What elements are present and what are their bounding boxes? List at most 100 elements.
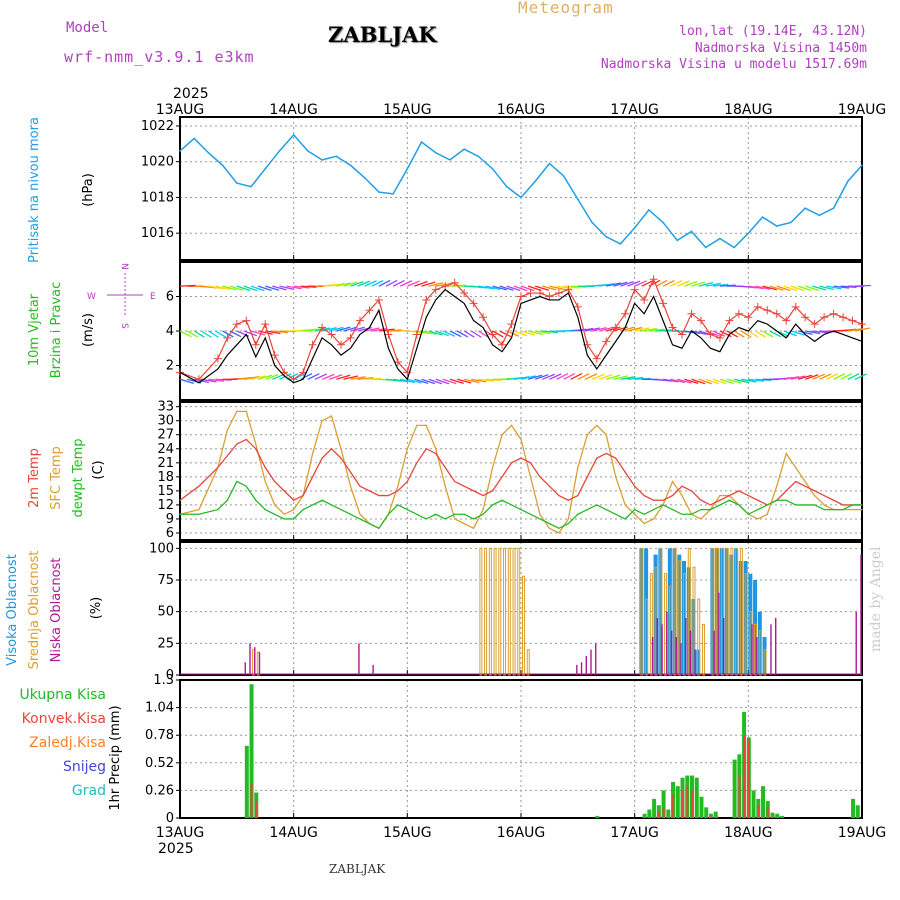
sfc-temp-point [463, 523, 465, 525]
wind-arrow [499, 285, 514, 291]
dewpt-point [548, 523, 551, 525]
wind-arrow [840, 372, 853, 380]
mid-cloud-bar [526, 649, 530, 676]
mid-cloud-bar [758, 630, 762, 676]
conv-rain-bar [757, 805, 760, 818]
temp2m-point [596, 457, 598, 459]
pressure-point [278, 150, 281, 152]
dewpt-point [653, 508, 655, 511]
wind-arrow [350, 326, 365, 332]
wind-arrow [307, 327, 324, 332]
dewpt-point [501, 499, 503, 501]
footer-station: ZABLJAK [329, 862, 386, 876]
wind-arrow [250, 375, 266, 380]
wind-arrow [783, 285, 798, 292]
wind-arrow [307, 373, 320, 380]
wind-arrow [684, 378, 699, 385]
pressure-units: (hPa) [81, 173, 96, 207]
sfc-temp-point [245, 410, 247, 412]
wind-arrow [691, 330, 707, 335]
temp2m-point [302, 494, 304, 497]
ytick-label-temp: 15 [157, 484, 174, 499]
cloud-ylabel-2: Srednja Oblacnost [27, 551, 42, 670]
sfc-temp-point [198, 508, 200, 511]
mid-cloud-bar [517, 547, 521, 676]
wind-arrow [705, 330, 719, 337]
dewpt-point [274, 513, 276, 515]
wind-arrow [826, 285, 842, 290]
wind-arrow [819, 285, 835, 291]
wind-arrow [421, 330, 437, 335]
wind-arrow [641, 279, 654, 287]
sfc-temp-point [823, 504, 825, 506]
temp2m-point [217, 466, 219, 469]
sfc-temp-point [416, 424, 418, 426]
temp2m-point [397, 490, 399, 492]
mid-cloud-bar [645, 598, 649, 676]
wind-arrow [208, 330, 219, 338]
temp2m-point [283, 490, 285, 492]
temp2m-point [671, 494, 674, 497]
sfc-temp-point [558, 532, 560, 534]
wind-gust-marker [289, 375, 298, 384]
ytick-label-wind: 4 [166, 324, 174, 339]
wind-arrow [470, 330, 482, 338]
sfc-temp-point [340, 448, 342, 450]
wind-arrow [243, 376, 260, 380]
low-cloud-bar [249, 643, 251, 675]
wind-arrow [684, 330, 700, 335]
sfc-temp-point [814, 494, 816, 497]
dewpt-point [463, 513, 465, 515]
dewpt-point [842, 508, 844, 511]
ytick-label-temp: 6 [166, 526, 174, 541]
mid-cloud-bar [692, 566, 696, 676]
pressure-point [193, 137, 196, 140]
station-title: ZABLJAK [328, 22, 437, 47]
wind-arrow [854, 327, 870, 332]
wind-arrow [179, 330, 192, 338]
wind-gust-marker [753, 302, 762, 311]
wind-arrow [513, 376, 530, 380]
compass-n: N [119, 263, 129, 270]
wind-gust-marker [355, 316, 364, 325]
wind-arrow [393, 378, 409, 383]
dewpt-point [861, 504, 863, 506]
wind-arrow [520, 330, 535, 336]
pressure-point [363, 176, 366, 179]
pressure-point [648, 209, 650, 211]
dewpt-point [406, 508, 408, 511]
sfc-temp-point [851, 508, 854, 511]
wind-arrow [599, 283, 615, 287]
wind-gust-marker [535, 289, 544, 298]
wind-arrow [265, 285, 280, 291]
top-time-label: 17AUG [610, 102, 659, 118]
low-cloud-bar [680, 643, 682, 675]
pressure-point [307, 150, 309, 152]
pressure-point [520, 196, 522, 199]
total-rain-bar [779, 815, 784, 818]
wind-arrow [272, 330, 289, 334]
wind-arrow [620, 376, 636, 380]
pressure-point [790, 221, 792, 224]
total-rain-bar [699, 796, 704, 818]
wind-arrow [499, 330, 512, 338]
sfc-temp-point [719, 494, 721, 497]
wind-gust-marker [488, 330, 497, 339]
sfc-temp-point [330, 415, 333, 417]
temp-ylabel-3: dewpt Temp [71, 438, 86, 517]
conv-rain-bar [738, 775, 741, 818]
wind-arrow [257, 374, 273, 380]
wind-speed-line [179, 288, 863, 384]
temp2m-point [454, 480, 456, 483]
wind-arrow [336, 374, 351, 380]
wind-arrow [556, 373, 569, 380]
wind-arrow [442, 330, 456, 337]
wind-arrow [272, 373, 285, 380]
temp-units: (C) [91, 460, 106, 479]
pressure-point [591, 221, 593, 224]
low-cloud-bar [770, 624, 772, 675]
wind-arrow [805, 330, 821, 335]
wind-arrow [243, 330, 258, 337]
ytick-label-precip: 1.04 [145, 701, 174, 716]
